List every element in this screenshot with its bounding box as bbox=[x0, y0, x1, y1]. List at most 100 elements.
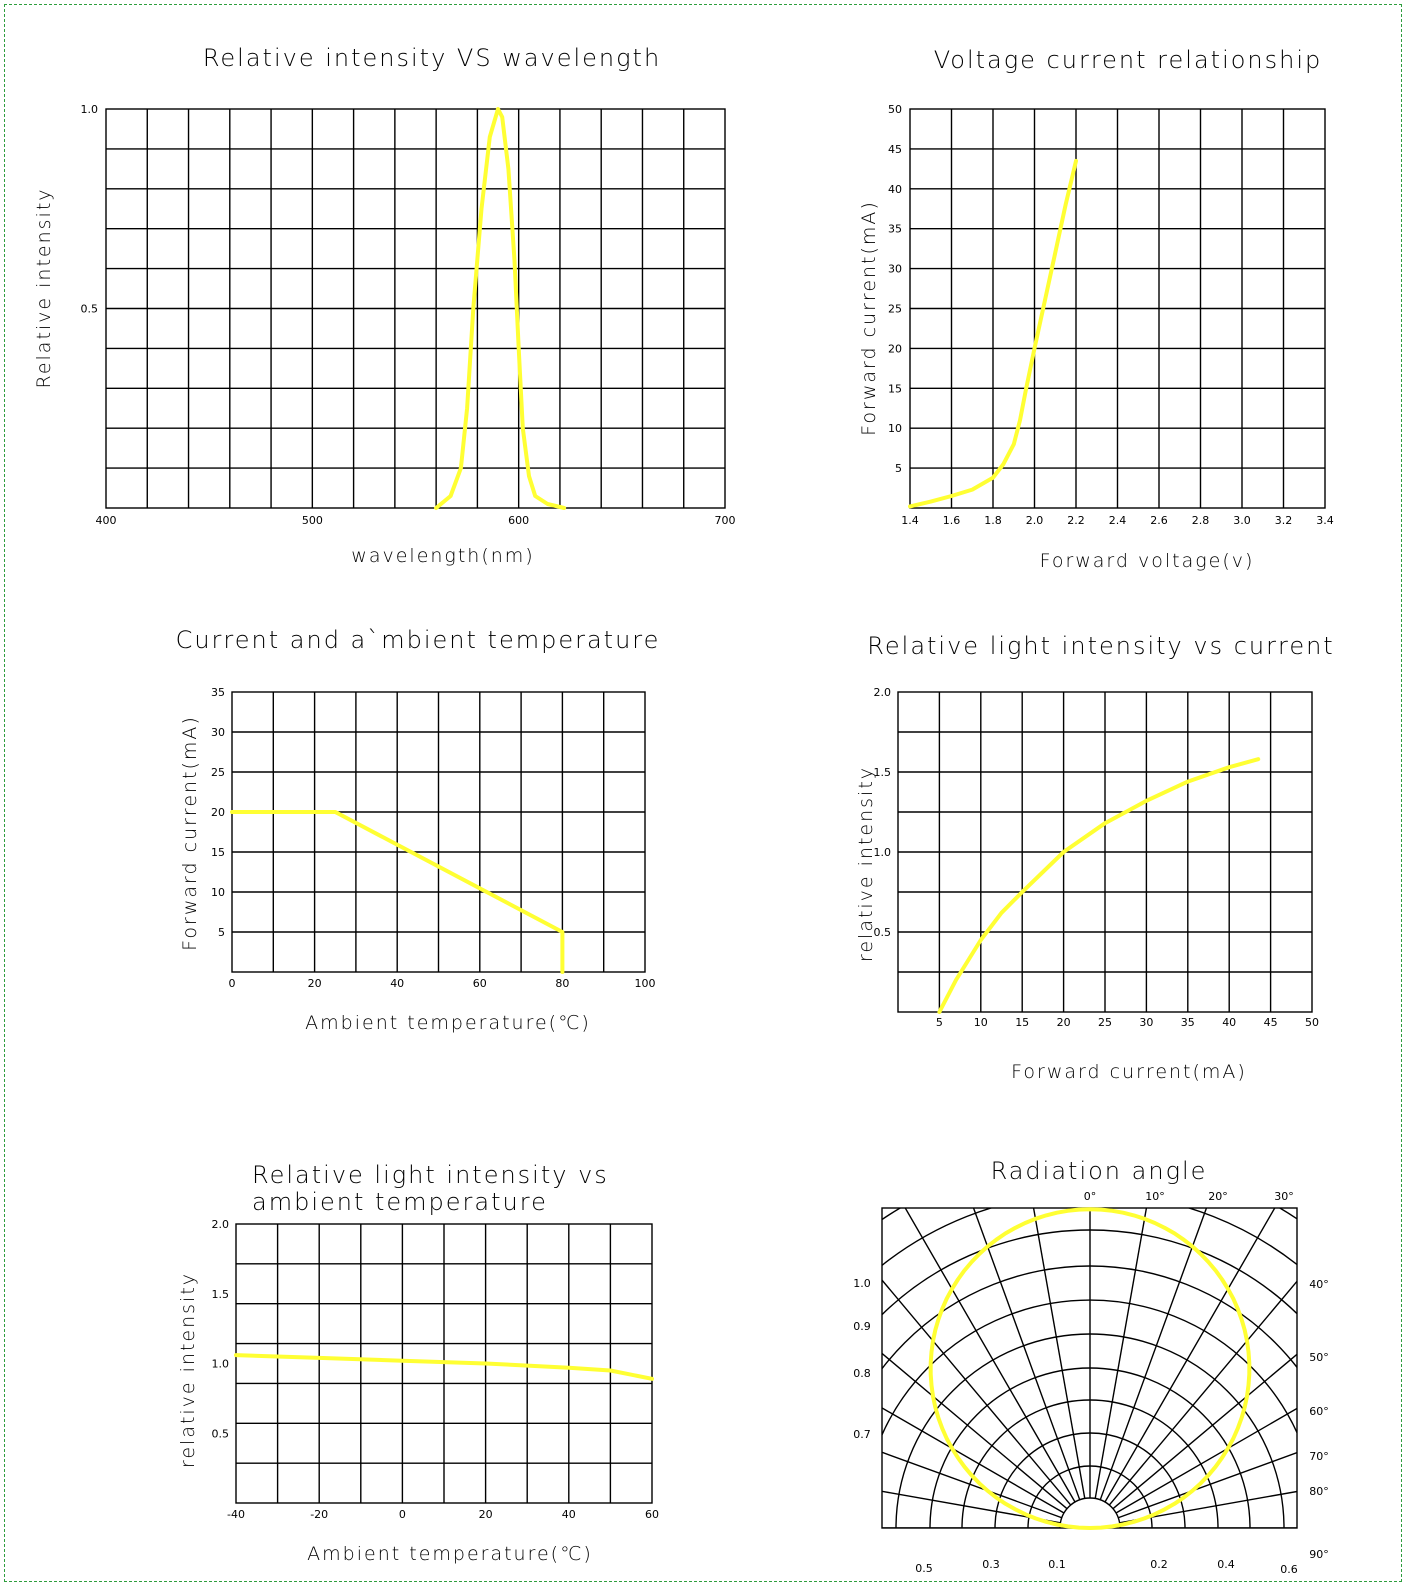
x-axis-label: Ambient temperature(℃) bbox=[305, 1012, 591, 1034]
polar-grid bbox=[881, 1207, 1298, 1529]
series-line bbox=[434, 107, 567, 510]
radial-label: 0.9 bbox=[853, 1320, 871, 1333]
x-tick-label: 0 bbox=[399, 1508, 406, 1521]
y-axis-label: Forward current(mA) bbox=[179, 715, 201, 951]
y-tick-label: 1.5 bbox=[212, 1288, 230, 1301]
x-tick-label: 50 bbox=[1305, 1016, 1319, 1029]
chart-title: Current and a`mbient temperature bbox=[176, 626, 661, 654]
x-tick-label: 60 bbox=[645, 1508, 659, 1521]
y-tick-label: 2.0 bbox=[212, 1218, 230, 1231]
angle-label: 70° bbox=[1309, 1450, 1329, 1463]
polar-spoke bbox=[904, 1208, 1076, 1503]
polar-spoke bbox=[1115, 1407, 1297, 1514]
x-tick-labels: 5 10 15 20 25 30 35 40 45 50 bbox=[936, 1016, 1319, 1029]
series-line bbox=[230, 810, 565, 974]
grid bbox=[235, 1223, 653, 1504]
radiation-pattern bbox=[928, 1207, 1252, 1530]
x-tick-label: 2.0 bbox=[1026, 514, 1044, 527]
y-tick-labels: 0.5 1.0 1.5 2.0 bbox=[874, 686, 892, 939]
scale-label: 0.4 bbox=[1217, 1558, 1235, 1571]
y-tick-label: 15 bbox=[211, 846, 225, 859]
polar-spoke bbox=[972, 1208, 1081, 1501]
polar-spoke bbox=[1119, 1490, 1297, 1524]
y-tick-label: 50 bbox=[888, 103, 902, 116]
y-tick-label: 35 bbox=[211, 686, 225, 699]
chart-current-temperature: Current and a`mbient temperature 0 20 40 60… bbox=[176, 626, 661, 1034]
angle-label: 20° bbox=[1208, 1190, 1228, 1203]
angle-label: 30° bbox=[1274, 1190, 1294, 1203]
x-axis-label: wavelength(nm) bbox=[351, 545, 534, 567]
y-axis-label: relative intensity bbox=[855, 766, 877, 962]
x-tick-label: 40 bbox=[390, 977, 404, 990]
x-tick-label: 1.4 bbox=[901, 514, 919, 527]
y-tick-label: 2.0 bbox=[874, 686, 892, 699]
scale-label: 0.3 bbox=[982, 1558, 1000, 1571]
series-line bbox=[937, 757, 1261, 1014]
y-tick-label: 35 bbox=[888, 223, 902, 236]
polar-spoke bbox=[1104, 1208, 1276, 1503]
y-tick-label: 30 bbox=[211, 726, 225, 739]
x-tick-label: 20 bbox=[479, 1508, 493, 1521]
y-tick-label: 1.5 bbox=[874, 766, 892, 779]
y-tick-label: 15 bbox=[888, 382, 902, 395]
scale-label: 0.2 bbox=[1150, 1558, 1168, 1571]
y-tick-label: 20 bbox=[888, 342, 902, 355]
x-tick-label: 60 bbox=[473, 977, 487, 990]
polar-spoke bbox=[882, 1352, 1068, 1510]
angle-label: 0° bbox=[1084, 1190, 1097, 1203]
y-tick-label: 5 bbox=[895, 462, 902, 475]
polar-spoke bbox=[1112, 1353, 1297, 1510]
y-axis-label: relative intensity bbox=[177, 1272, 199, 1468]
scale-label: 0.5 bbox=[915, 1562, 933, 1575]
y-tick-label: 25 bbox=[888, 303, 902, 316]
y-tick-labels: 5 10 15 20 25 30 35 40 45 50 bbox=[888, 103, 902, 475]
chart-title: Relative light intensity vs current bbox=[867, 632, 1334, 660]
y-tick-label: 0.5 bbox=[212, 1427, 230, 1440]
radial-label: 0.7 bbox=[853, 1428, 871, 1441]
x-tick-label: -40 bbox=[227, 1508, 245, 1521]
chart-title: Radiation angle bbox=[991, 1157, 1208, 1185]
x-tick-label: 700 bbox=[715, 514, 736, 527]
x-tick-label: 500 bbox=[302, 514, 323, 527]
polar-spoke bbox=[882, 1490, 1061, 1524]
x-tick-label: 2.4 bbox=[1109, 514, 1127, 527]
y-tick-label: 5 bbox=[218, 926, 225, 939]
x-tick-label: 400 bbox=[96, 514, 117, 527]
scale-label: 0.1 bbox=[1048, 1558, 1066, 1571]
polar-spoke bbox=[882, 1451, 1063, 1519]
y-tick-label: 40 bbox=[888, 183, 902, 196]
radial-label: 0.8 bbox=[853, 1367, 871, 1380]
angle-label: 90° bbox=[1309, 1548, 1329, 1561]
y-tick-label: 45 bbox=[888, 143, 902, 156]
y-axis-label: Relative intensity bbox=[33, 187, 55, 388]
x-tick-labels: 400 500 600 700 bbox=[96, 514, 736, 527]
chart-title: Relative intensity VS wavelength bbox=[203, 44, 661, 72]
x-tick-label: 600 bbox=[508, 514, 529, 527]
x-tick-label: -20 bbox=[310, 1508, 328, 1521]
y-axis-label: Forward current(mA) bbox=[858, 200, 880, 436]
x-tick-label: 45 bbox=[1264, 1016, 1278, 1029]
y-tick-label: 25 bbox=[211, 766, 225, 779]
polar-spoke bbox=[1117, 1451, 1297, 1519]
y-tick-label: 20 bbox=[211, 806, 225, 819]
polar-spoke bbox=[882, 1407, 1065, 1514]
x-tick-label: 1.6 bbox=[943, 514, 961, 527]
y-tick-labels: 5 10 15 20 25 30 35 bbox=[211, 686, 225, 939]
x-tick-label: 40 bbox=[1222, 1016, 1236, 1029]
polar-arc bbox=[1059, 1497, 1121, 1528]
x-tick-label: 40 bbox=[562, 1508, 576, 1521]
x-tick-label: 3.0 bbox=[1233, 514, 1251, 527]
y-tick-labels: 0.5 1.0 bbox=[81, 103, 99, 316]
y-tick-label: 0.5 bbox=[81, 303, 99, 316]
x-tick-label: 10 bbox=[974, 1016, 988, 1029]
x-tick-label: 25 bbox=[1098, 1016, 1112, 1029]
x-tick-label: 5 bbox=[936, 1016, 943, 1029]
grid bbox=[897, 691, 1313, 1013]
x-tick-label: 20 bbox=[308, 977, 322, 990]
angle-label: 40° bbox=[1309, 1278, 1329, 1291]
chart-intensity-current: Relative light intensity vs current 5 10 1… bbox=[855, 632, 1334, 1083]
x-tick-label: 15 bbox=[1015, 1016, 1029, 1029]
x-tick-label: 30 bbox=[1139, 1016, 1153, 1029]
scale-label: 0.6 bbox=[1280, 1563, 1298, 1576]
x-tick-label: 1.8 bbox=[984, 514, 1002, 527]
